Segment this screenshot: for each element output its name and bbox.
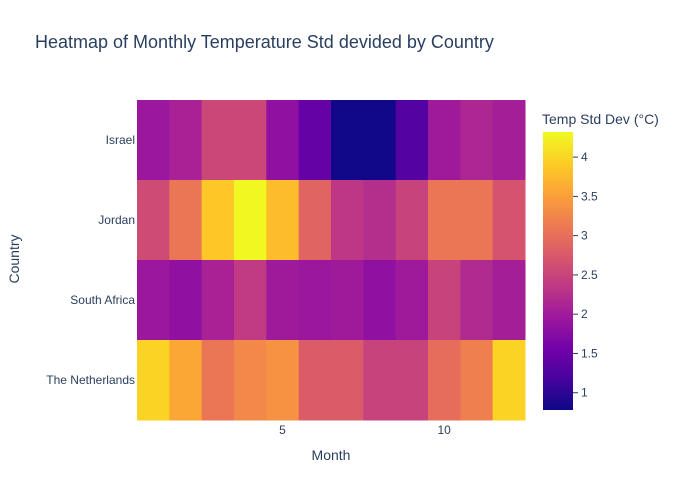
heatmap-cell — [492, 100, 526, 181]
colorbar — [543, 132, 573, 410]
heatmap-cell — [298, 180, 332, 261]
y-tick-label: Israel — [106, 133, 135, 147]
heatmap-cell — [298, 100, 332, 181]
y-tick-label: Jordan — [98, 213, 135, 227]
heatmap-cell — [331, 260, 364, 341]
x-axis-ticks: 5 10 — [279, 423, 451, 437]
y-axis-ticks: Israel Jordan South Africa The Netherlands — [46, 133, 135, 387]
heatmap-cell — [492, 340, 526, 421]
colorbar-tick-label: 4 — [581, 150, 588, 164]
heatmap-cell — [266, 340, 300, 421]
heatmap-cell — [234, 260, 267, 341]
heatmap-cells — [137, 100, 526, 421]
heatmap-cell — [395, 260, 429, 341]
colorbar-tick-label: 3.5 — [581, 189, 598, 203]
heatmap-cell — [169, 260, 203, 341]
heatmap-cell — [331, 180, 364, 261]
colorbar-tick-label: 2 — [581, 307, 588, 321]
heatmap-cell — [298, 260, 332, 341]
heatmap-cell — [266, 100, 300, 181]
heatmap-cell — [201, 260, 235, 341]
heatmap-cell — [492, 180, 526, 261]
heatmap-cell — [363, 260, 397, 341]
heatmap-cell — [363, 100, 397, 181]
heatmap-cell — [137, 180, 170, 261]
heatmap-cell — [428, 100, 461, 181]
heatmap-cell — [137, 260, 170, 341]
heatmap-cell — [137, 100, 170, 181]
x-tick-label: 10 — [437, 423, 451, 437]
heatmap-cell — [298, 340, 332, 421]
heatmap-cell — [234, 100, 267, 181]
colorbar-title: Temp Std Dev (°C) — [542, 111, 659, 127]
heatmap-cell — [395, 100, 429, 181]
heatmap-cell — [492, 260, 526, 341]
heatmap-cell — [169, 180, 203, 261]
heatmap-cell — [428, 340, 461, 421]
heatmap-cell — [460, 180, 494, 261]
heatmap-cell — [169, 340, 203, 421]
heatmap-cell — [331, 100, 364, 181]
heatmap-cell — [395, 180, 429, 261]
colorbar-tick-label: 1 — [581, 386, 588, 400]
heatmap-cell — [201, 180, 235, 261]
heatmap-cell — [428, 180, 461, 261]
heatmap-cell — [395, 340, 429, 421]
colorbar-tick-label: 1.5 — [581, 346, 598, 360]
heatmap-cell — [460, 100, 494, 181]
colorbar-tick-label: 3 — [581, 229, 588, 243]
y-axis-title: Country — [6, 234, 22, 283]
heatmap-cell — [460, 340, 494, 421]
heatmap-cell — [234, 180, 267, 261]
y-tick-label: The Netherlands — [46, 373, 135, 387]
colorbar-tick-label: 2.5 — [581, 268, 598, 282]
y-tick-label: South Africa — [70, 293, 135, 307]
colorbar-ticks: 1 1.5 2 2.5 3 3.5 4 — [573, 150, 598, 400]
heatmap-cell — [363, 180, 397, 261]
x-axis-title: Month — [312, 447, 351, 463]
heatmap-cell — [201, 100, 235, 181]
heatmap-cell — [331, 340, 364, 421]
heatmap-cell — [201, 340, 235, 421]
heatmap-cell — [169, 100, 203, 181]
heatmap-cell — [363, 340, 397, 421]
x-tick-label: 5 — [279, 423, 286, 437]
chart-title: Heatmap of Monthly Temperature Std devid… — [35, 32, 494, 52]
heatmap-cell — [266, 260, 300, 341]
heatmap-cell — [266, 180, 300, 261]
heatmap-cell — [428, 260, 461, 341]
heatmap-cell — [460, 260, 494, 341]
heatmap-cell — [137, 340, 170, 421]
heatmap-cell — [234, 340, 267, 421]
